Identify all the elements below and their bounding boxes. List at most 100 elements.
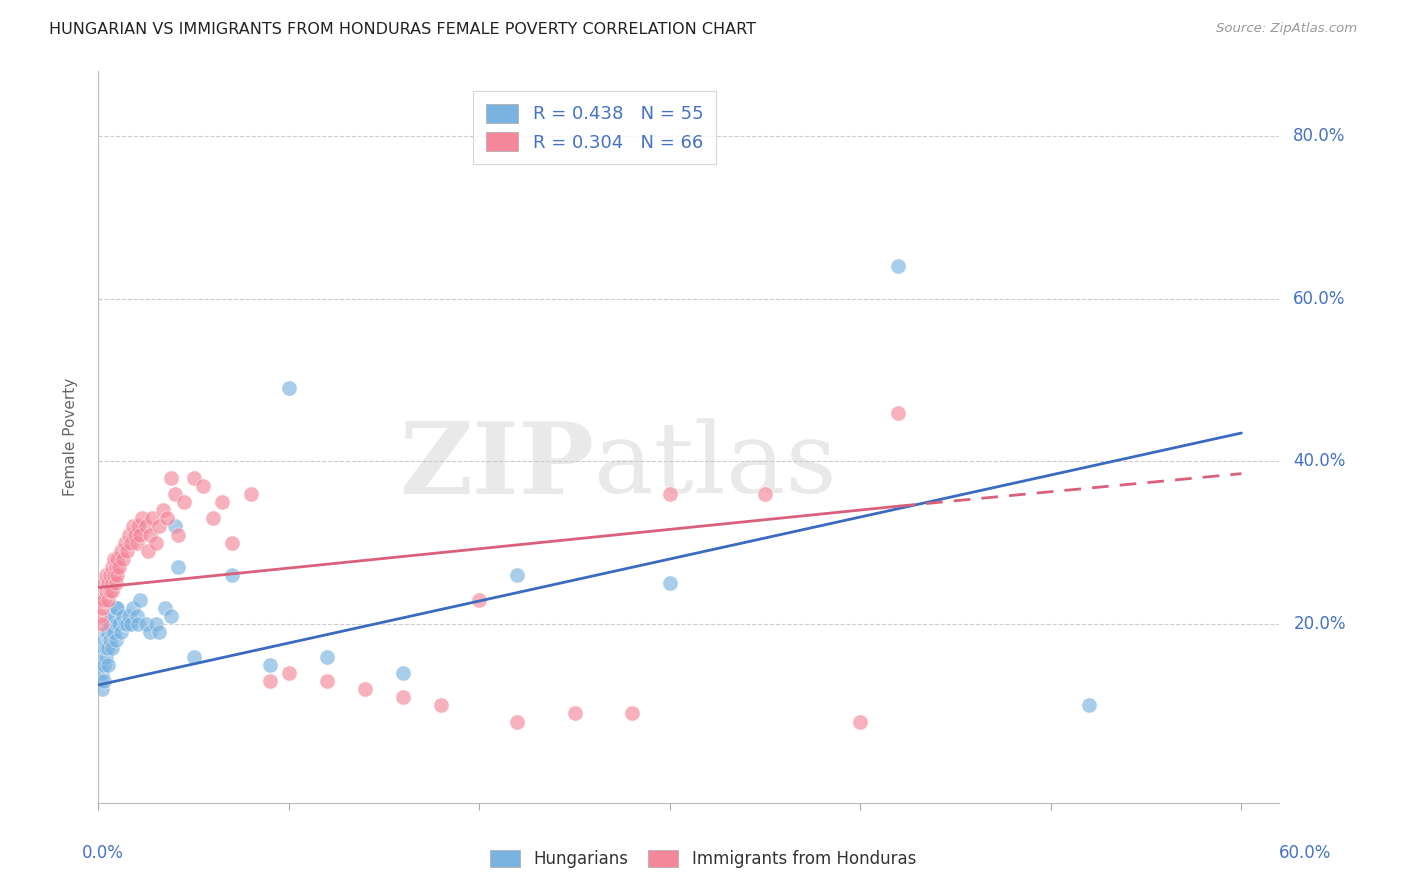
Text: 60.0%: 60.0% — [1294, 290, 1346, 308]
Point — [506, 714, 529, 729]
Point — [91, 665, 114, 680]
Y-axis label: Female Poverty: Female Poverty — [63, 378, 77, 496]
Text: 60.0%: 60.0% — [1278, 844, 1331, 862]
Point — [115, 617, 138, 632]
Point — [107, 600, 129, 615]
Point — [468, 592, 491, 607]
Point — [152, 503, 174, 517]
Point — [159, 608, 181, 623]
Point — [100, 560, 122, 574]
Point — [120, 535, 142, 549]
Point — [89, 657, 111, 672]
Point — [98, 584, 121, 599]
Point — [145, 617, 167, 632]
Text: ZIP: ZIP — [399, 417, 595, 515]
Point — [183, 471, 205, 485]
Point — [430, 698, 453, 713]
Point — [163, 487, 186, 501]
Point — [136, 544, 159, 558]
Text: 40.0%: 40.0% — [1294, 452, 1346, 470]
Point — [93, 673, 115, 688]
Point — [259, 657, 281, 672]
Point — [125, 608, 148, 623]
Point — [100, 608, 122, 623]
Point — [887, 406, 910, 420]
Point — [93, 633, 115, 648]
Point — [135, 617, 157, 632]
Point — [100, 625, 122, 640]
Point — [94, 584, 117, 599]
Point — [121, 519, 143, 533]
Point — [114, 617, 136, 632]
Point — [239, 487, 262, 501]
Text: atlas: atlas — [595, 418, 837, 514]
Point — [115, 544, 138, 558]
Point — [121, 600, 143, 615]
Point — [108, 560, 131, 574]
Point — [91, 681, 114, 696]
Point — [201, 511, 224, 525]
Point — [93, 576, 115, 591]
Point — [91, 649, 114, 664]
Text: 20.0%: 20.0% — [1294, 615, 1346, 633]
Point — [167, 527, 190, 541]
Point — [658, 576, 681, 591]
Point — [620, 706, 643, 721]
Point — [93, 592, 115, 607]
Point — [98, 568, 121, 582]
Point — [156, 511, 179, 525]
Point — [139, 527, 162, 541]
Point — [94, 568, 117, 582]
Point — [103, 625, 125, 640]
Point — [104, 600, 127, 615]
Point — [97, 576, 120, 591]
Point — [107, 568, 129, 582]
Point — [97, 641, 120, 656]
Point — [104, 576, 127, 591]
Point — [91, 617, 114, 632]
Point — [259, 673, 281, 688]
Point — [100, 641, 122, 656]
Legend: R = 0.438   N = 55, R = 0.304   N = 66: R = 0.438 N = 55, R = 0.304 N = 66 — [472, 91, 716, 164]
Point — [506, 568, 529, 582]
Point — [89, 608, 111, 623]
Point — [129, 527, 152, 541]
Point — [112, 552, 135, 566]
Point — [124, 527, 146, 541]
Point — [392, 690, 415, 705]
Point — [392, 665, 415, 680]
Point — [849, 714, 872, 729]
Point — [1078, 698, 1101, 713]
Point — [89, 592, 111, 607]
Point — [211, 495, 233, 509]
Point — [120, 617, 142, 632]
Point — [159, 471, 181, 485]
Point — [118, 608, 141, 623]
Point — [93, 657, 115, 672]
Point — [887, 260, 910, 274]
Point — [221, 568, 243, 582]
Point — [277, 665, 299, 680]
Point — [94, 641, 117, 656]
Point — [183, 649, 205, 664]
Point — [173, 495, 195, 509]
Point — [104, 560, 127, 574]
Point — [127, 519, 149, 533]
Point — [91, 600, 114, 615]
Point — [131, 511, 153, 525]
Point — [100, 576, 122, 591]
Text: Source: ZipAtlas.com: Source: ZipAtlas.com — [1216, 22, 1357, 36]
Point — [277, 381, 299, 395]
Point — [148, 519, 170, 533]
Point — [89, 673, 111, 688]
Point — [135, 519, 157, 533]
Point — [110, 544, 132, 558]
Point — [148, 625, 170, 640]
Point — [153, 600, 176, 615]
Point — [98, 633, 121, 648]
Point — [141, 511, 163, 525]
Point — [94, 649, 117, 664]
Point — [93, 641, 115, 656]
Point — [193, 479, 215, 493]
Point — [221, 535, 243, 549]
